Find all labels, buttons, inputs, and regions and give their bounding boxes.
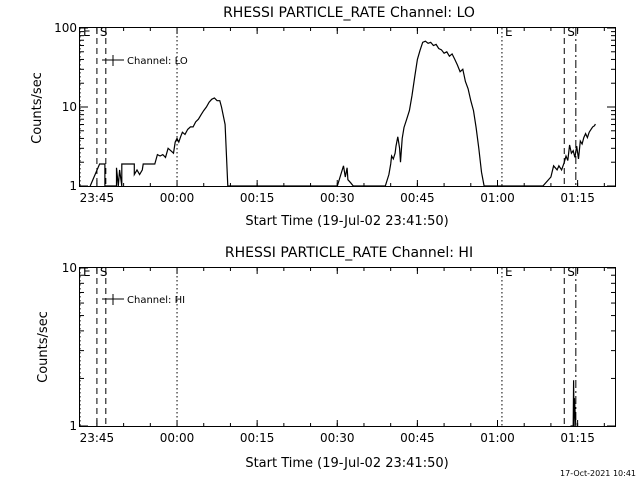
event-marker-label-5: S (567, 25, 575, 39)
x-tick-label-6: 01:15 (560, 431, 595, 445)
event-marker-label-1: S (100, 25, 108, 39)
timestamp-stamp: 17-Oct-2021 10:41 (560, 469, 636, 478)
x-tick-label-6: 01:15 (560, 191, 595, 205)
x-tick-label-2: 00:15 (240, 431, 275, 445)
chart-title-hi: RHESSI PARTICLE_RATE Channel: HI (225, 245, 473, 261)
event-marker-label-0: E (83, 25, 91, 39)
y-tick-label-1: 10 (62, 100, 77, 114)
x-tick-label-3: 00:30 (320, 431, 355, 445)
x-tick-label-1: 00:00 (160, 431, 195, 445)
y-tick-label-2: 100 (54, 21, 77, 35)
axis-ticks-lo: 23:45 00:00 00:15 00:30 00:45 01:00 01:15 1 10 10… (54, 21, 615, 205)
legend-hi: Channel: HI (102, 294, 185, 306)
x-tick-label-3: 00:30 (320, 191, 355, 205)
legend-label-lo: Channel: LO (127, 56, 188, 67)
event-marker-label-0: E (83, 265, 91, 279)
x-tick-label-5: 01:00 (480, 191, 515, 205)
y-axis-label-lo: Counts/sec (30, 72, 45, 144)
legend-lo: Channel: LO (102, 55, 188, 67)
plot-frame-lo (79, 27, 616, 187)
event-marker-label-5: S (567, 265, 575, 279)
x-tick-label-4: 00:45 (400, 431, 435, 445)
y-axis-label-hi: Counts/sec (36, 311, 51, 383)
chart-title-lo: RHESSI PARTICLE_RATE Channel: LO (223, 5, 475, 21)
axis-ticks-hi: 23:45 00:00 00:15 00:30 00:45 01:00 01:15 1 10 (62, 261, 615, 445)
series-layer-lo (89, 40, 596, 187)
panel-lo: RHESSI PARTICLE_RATE Channel: LO Counts/… (30, 5, 616, 229)
x-tick-label-4: 00:45 (400, 191, 435, 205)
x-axis-label-lo: Start Time (19-Jul-02 23:41:50) (245, 214, 448, 229)
event-marker-label-4: E (505, 25, 513, 39)
y-tick-label-0: 1 (69, 419, 77, 433)
plot-frame-hi (79, 267, 616, 427)
x-axis-label-hi: Start Time (19-Jul-02 23:41:50) (245, 456, 448, 471)
x-tick-label-1: 00:00 (160, 191, 195, 205)
panel-hi: RHESSI PARTICLE_RATE Channel: HI Counts/… (36, 245, 616, 471)
event-marker-label-1: S (100, 265, 108, 279)
x-tick-label-0: 23:45 (80, 431, 115, 445)
x-tick-label-5: 01:00 (480, 431, 515, 445)
event-marker-label-4: E (505, 265, 513, 279)
x-tick-label-2: 00:15 (240, 191, 275, 205)
legend-label-hi: Channel: HI (127, 295, 185, 306)
series-line-0 (89, 40, 596, 187)
y-tick-label-1: 10 (62, 261, 77, 275)
x-tick-label-0: 23:45 (80, 191, 115, 205)
y-tick-label-0: 1 (69, 179, 77, 193)
